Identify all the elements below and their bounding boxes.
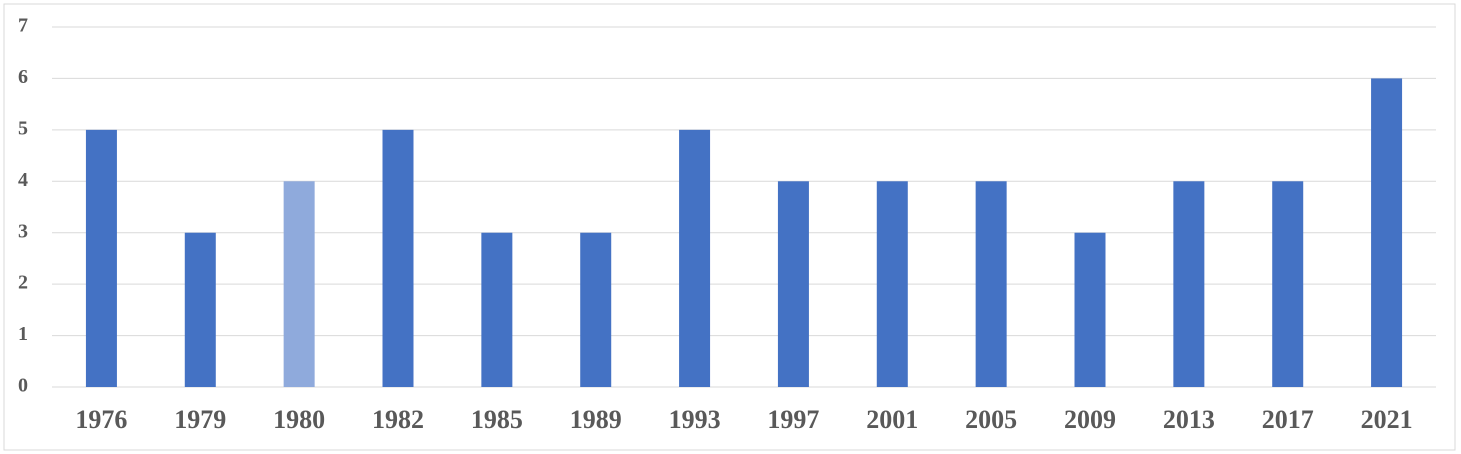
y-tick-label: 3: [18, 220, 28, 242]
bar: [1371, 78, 1403, 387]
x-tick-label: 1993: [669, 405, 721, 434]
y-tick-label: 7: [18, 15, 28, 37]
bar: [481, 232, 513, 387]
y-tick-label: 5: [18, 117, 28, 139]
x-tick-label: 1982: [372, 405, 424, 434]
bar: [85, 129, 117, 387]
bar: [1272, 181, 1304, 387]
x-tick-label: 2021: [1361, 405, 1413, 434]
bar: [1074, 232, 1106, 387]
bar: [580, 232, 612, 387]
y-tick-label: 6: [18, 66, 28, 88]
x-tick-label: 2001: [866, 405, 918, 434]
bar: [184, 232, 216, 387]
bar: [382, 129, 414, 387]
y-tick-label: 0: [18, 375, 28, 397]
x-tick-label: 1997: [767, 405, 819, 434]
bar: [975, 181, 1007, 387]
bar: [777, 181, 809, 387]
bar: [1173, 181, 1205, 387]
bar: [876, 181, 908, 387]
x-tick-label: 2005: [965, 405, 1017, 434]
x-tick-label: 1976: [75, 405, 127, 434]
bar: [283, 181, 315, 387]
y-tick-label: 1: [18, 323, 28, 345]
x-tick-label: 1980: [273, 405, 325, 434]
chart-area: [3, 3, 1456, 451]
x-tick-label: 2013: [1163, 405, 1215, 434]
x-tick-label: 2009: [1064, 405, 1116, 434]
y-tick-label: 2: [18, 272, 28, 294]
bar: [679, 129, 711, 387]
x-tick-label: 1985: [471, 405, 523, 434]
y-tick-label: 4: [18, 169, 28, 191]
x-tick-label: 1979: [174, 405, 226, 434]
x-tick-label: 1989: [570, 405, 622, 434]
x-tick-label: 2017: [1262, 405, 1314, 434]
